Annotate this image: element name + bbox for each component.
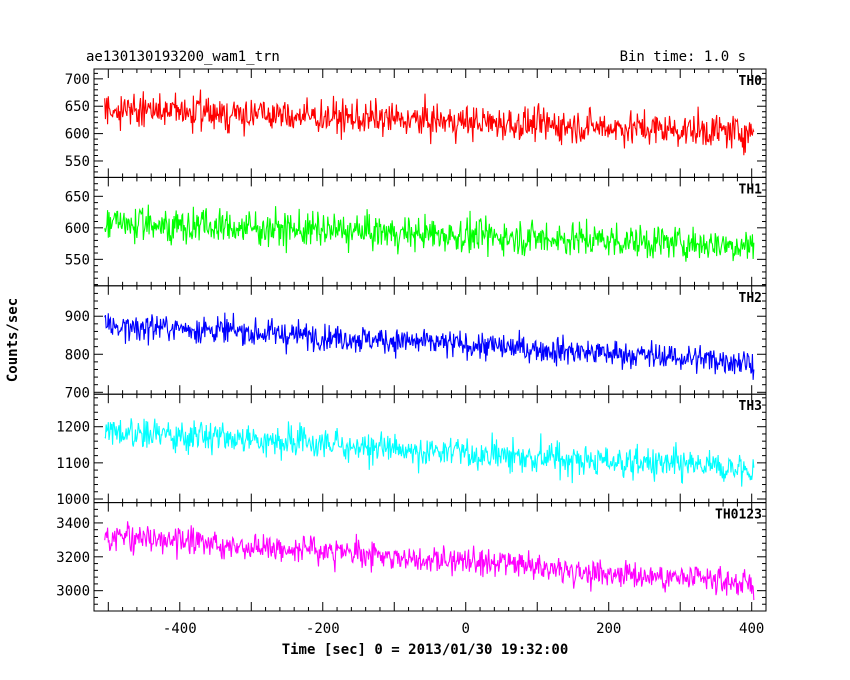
- series-label-th0: TH0: [739, 74, 763, 89]
- y-tick-label: 900: [65, 309, 90, 325]
- x-tick-label: 0: [462, 621, 470, 637]
- y-tick-label: 3000: [56, 584, 90, 600]
- series-label-th1: TH1: [739, 182, 763, 197]
- panels-group: 550 600 650 700 TH0 550 600 650 TH1 700 800 900 TH2 1…: [56, 68, 767, 637]
- y-tick-label: 550: [65, 252, 90, 268]
- x-tick-label: -200: [306, 621, 340, 637]
- light-curve-th0: [104, 89, 755, 156]
- x-tick-label: 400: [739, 621, 764, 637]
- y-tick-label: 700: [65, 72, 90, 88]
- y-tick-label: 1000: [56, 492, 90, 508]
- x-tick-label: -400: [163, 621, 197, 637]
- light-curve-th0123: [104, 521, 755, 601]
- light-curve-th3: [104, 418, 755, 487]
- y-tick-label: 550: [65, 154, 90, 170]
- y-tick-label: 1200: [56, 420, 90, 436]
- y-tick-label: 600: [65, 221, 90, 237]
- y-tick-label: 3400: [56, 516, 90, 532]
- light-curve-th1: [104, 204, 755, 262]
- y-tick-label: 3200: [56, 550, 90, 566]
- y-tick-label: 650: [65, 99, 90, 115]
- series-label-th2: TH2: [739, 291, 762, 306]
- y-tick-label: 1100: [56, 456, 90, 472]
- x-axis-label: Time [sec] 0 = 2013/01/30 19:32:00: [282, 642, 569, 658]
- series-label-th0123: TH0123: [715, 508, 762, 523]
- series-label-th3: TH3: [739, 399, 762, 414]
- y-tick-label: 600: [65, 127, 90, 143]
- x-tick-label: 200: [596, 621, 621, 637]
- panel-frame-th0123: [93, 502, 767, 612]
- y-tick-label: 650: [65, 189, 90, 205]
- bin-time-label: Bin time: 1.0 s: [620, 49, 746, 65]
- light-curve-th2: [104, 312, 755, 380]
- y-axis-label: Counts/sec: [5, 298, 21, 382]
- chart-title: ae130130193200_wam1_trn: [86, 49, 280, 65]
- y-tick-label: 700: [65, 385, 90, 401]
- y-tick-label: 800: [65, 347, 90, 363]
